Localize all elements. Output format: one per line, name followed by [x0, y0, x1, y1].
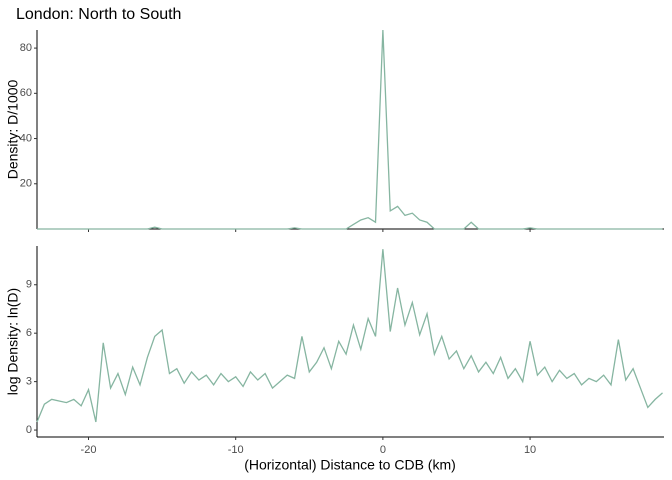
x-axis-title: (Horizontal) Distance to CDB (km) — [244, 457, 456, 473]
y-tick-label: 80 — [20, 42, 32, 54]
line — [36, 249, 663, 423]
chart-title: London: North to South — [16, 6, 181, 23]
y-tick-label: 3 — [26, 376, 32, 388]
x-tick-label: -10 — [228, 444, 244, 456]
y-tick-label: 40 — [20, 132, 32, 144]
line — [37, 29, 663, 230]
y-tick-label: 6 — [26, 327, 32, 339]
y-tick-label: 60 — [20, 87, 32, 99]
x-tick-label: -20 — [81, 444, 97, 456]
y-axis-title: Density: D/1000 — [5, 79, 21, 179]
x-tick-label: 0 — [380, 444, 386, 456]
y-tick-label: 9 — [26, 279, 32, 291]
x-tick-label: 10 — [524, 444, 536, 456]
y-tick-label: 20 — [20, 178, 32, 190]
y-tick-label: 0 — [26, 424, 32, 436]
y-axis-title: log Density: ln(D) — [5, 288, 21, 395]
